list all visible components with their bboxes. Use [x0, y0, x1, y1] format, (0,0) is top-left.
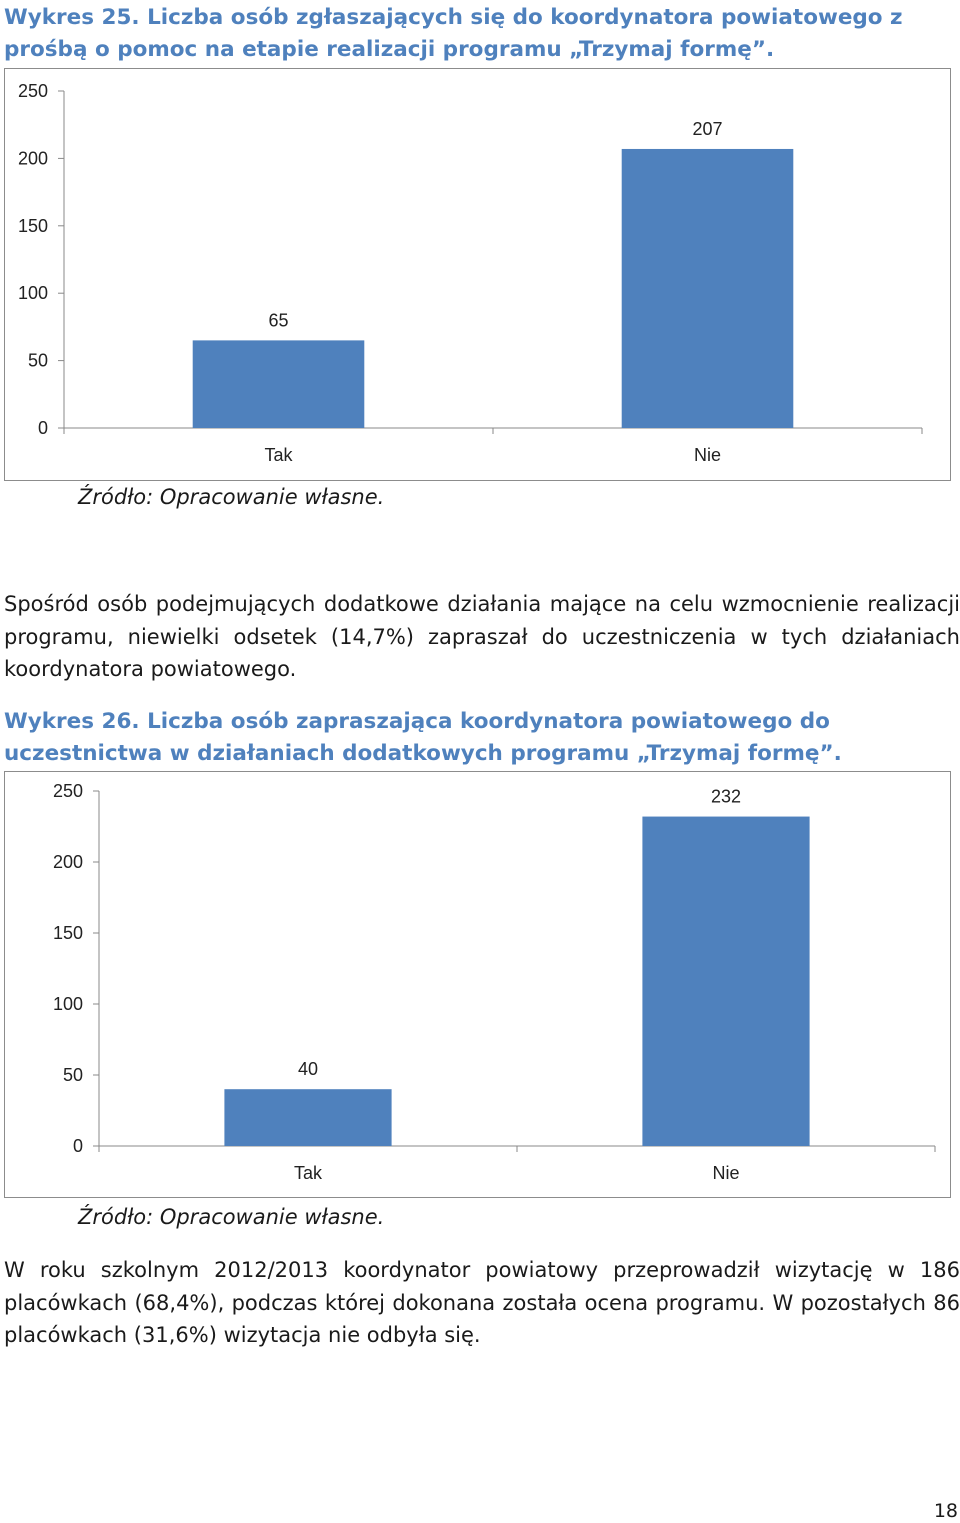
chart-25-bar-nie [621, 148, 794, 428]
chart-25-y-tick-label: 0 [38, 418, 48, 438]
chart-26-y-tick-label: 0 [73, 1136, 83, 1156]
chart-26-y-tick-label: 50 [63, 1065, 83, 1085]
chart-26-bar-tak [224, 1089, 392, 1146]
chart-26-data-label-nie: 232 [711, 787, 741, 807]
chart-25-x-category-nie: Nie [694, 445, 721, 465]
chart-26-source: Źródło: Opracowanie własne. [78, 1205, 385, 1229]
chart-26-bar-nie [642, 816, 810, 1146]
chart-25-x-category-tak: Tak [264, 445, 293, 465]
paragraph-2: W roku szkolnym 2012/2013 koordynator po… [4, 1258, 960, 1347]
chart-25-data-label-tak: 65 [268, 310, 288, 330]
page-number: 18 [933, 1500, 958, 1522]
chart-25-source: Źródło: Opracowanie własne. [78, 485, 385, 509]
chart-25-caption: Wykres 25. Liczba osób zgłaszających się… [4, 2, 956, 66]
chart-26-caption-text: Liczba osób zapraszająca koordynatora po… [4, 709, 842, 766]
chart-26-frame: 0 50 100 150 200 250 40 Tak 232 Nie [4, 771, 951, 1198]
chart-25-y-tick-label: 250 [18, 81, 48, 101]
chart-26-x-category-tak: Tak [294, 1163, 323, 1183]
chart-26-y-tick-label: 200 [53, 852, 83, 872]
chart-26-y-tick-label: 250 [53, 781, 83, 801]
chart-25-y-tick-label: 50 [28, 351, 48, 371]
chart-25-frame: 0 50 100 150 200 250 65 Tak 207 Nie [4, 68, 951, 481]
chart-25-data-label-nie: 207 [692, 119, 722, 139]
chart-25-bar-tak [192, 340, 365, 428]
chart-26-x-category-nie: Nie [712, 1163, 739, 1183]
chart-26-plot: 0 50 100 150 200 250 40 Tak 232 Nie [53, 781, 936, 1183]
paragraph-1: Spośród osób podejmujących dodatkowe dzi… [4, 592, 960, 681]
chart-26-data-label-tak: 40 [298, 1059, 318, 1079]
chart-25-caption-text: Liczba osób zgłaszających się do koordyn… [4, 5, 903, 62]
chart-25-y-tick-label: 150 [18, 216, 48, 236]
chart-26-caption-label: Wykres 26. [4, 709, 140, 734]
chart-25-y-tick-label: 200 [18, 148, 48, 168]
chart-25-plot: 0 50 100 150 200 250 65 Tak 207 Nie [18, 81, 923, 465]
chart-25-caption-label: Wykres 25. [4, 5, 140, 30]
chart-25-y-tick-label: 100 [18, 283, 48, 303]
chart-26-y-tick-label: 150 [53, 923, 83, 943]
chart-26-caption: Wykres 26. Liczba osób zapraszająca koor… [4, 706, 956, 770]
chart-26-y-tick-label: 100 [53, 994, 83, 1014]
